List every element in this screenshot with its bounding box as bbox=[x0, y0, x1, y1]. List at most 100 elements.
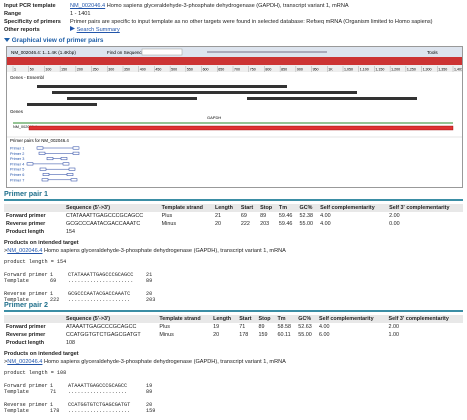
ensembl-feature bbox=[167, 85, 287, 88]
primer-label: Primer 1 bbox=[10, 147, 24, 151]
target-accession[interactable]: NM_002046.4 bbox=[7, 359, 43, 365]
summary-label: Range bbox=[4, 11, 22, 17]
zoom-slider bbox=[207, 51, 327, 53]
alignment-line: Template 178.................... 159 bbox=[4, 408, 463, 415]
alignment-field: Template bbox=[4, 408, 29, 415]
summary-label: Specificity of primers bbox=[4, 19, 61, 25]
pair-title: Primer pair 2 bbox=[4, 300, 463, 312]
alignment-field: .................... bbox=[68, 408, 131, 415]
ruler-label: 1,350 bbox=[438, 68, 447, 72]
cell: 178 bbox=[239, 332, 249, 338]
gene-name: GAPDH bbox=[207, 115, 221, 120]
ruler-label: 950 bbox=[313, 68, 319, 72]
alignment-line: Reverse primer 1 CCATGGTGTCTGAGCGATGT 20 bbox=[4, 402, 463, 409]
product-length-row: Product length 108 bbox=[4, 339, 463, 347]
alignment-field: GCGCCCAATACGACCAAATC bbox=[68, 290, 131, 297]
alignment-field: 21 bbox=[146, 271, 153, 278]
forward-primer bbox=[38, 151, 46, 155]
ruler-label: 750 bbox=[250, 68, 256, 72]
link-arrow bbox=[70, 26, 77, 33]
reverse-primer bbox=[62, 162, 70, 166]
ruler-label: 450 bbox=[155, 68, 161, 72]
expand-icon[interactable] bbox=[4, 37, 10, 43]
alignment-field: ATAAATTGAGCCCGCAGCC bbox=[68, 382, 128, 389]
alignment-field: 1 bbox=[50, 401, 54, 408]
cell: 222 bbox=[240, 221, 250, 227]
ruler-label: 900 bbox=[297, 68, 303, 72]
cell: 0.00 bbox=[389, 221, 400, 227]
header-cell: Start bbox=[237, 315, 257, 323]
row-label: Forward primer bbox=[6, 324, 46, 330]
toolbar-tools: Tools bbox=[427, 50, 438, 55]
target-text: Homo sapiens glyceraldehyde-3-phosphate … bbox=[44, 359, 286, 365]
header-cell: Length bbox=[213, 204, 239, 212]
report-link[interactable]: Search Summary bbox=[76, 27, 120, 33]
ruler-label: 600 bbox=[203, 68, 209, 72]
cell: 58.58 bbox=[277, 324, 292, 330]
alignment-field: ..................... bbox=[68, 278, 134, 285]
alignment-field: 89 bbox=[146, 278, 153, 285]
cell: GCGCCCAATACGACCAAATC bbox=[66, 221, 141, 227]
cell: Minus bbox=[159, 332, 174, 338]
header-cell: Self complementarity bbox=[317, 315, 387, 323]
cell: 19 bbox=[213, 324, 220, 330]
ensembl-feature bbox=[37, 85, 197, 88]
summary-text: 1 - 1401 bbox=[70, 11, 91, 17]
forward-primer bbox=[36, 146, 44, 150]
header-cell bbox=[4, 315, 64, 323]
accession-link[interactable]: NM_002046.4 bbox=[70, 3, 106, 9]
primer-label: Primer 3 bbox=[10, 157, 24, 161]
header-cell: Tm bbox=[275, 315, 297, 323]
alignment: product length = 154 Forward primer 1 CTATA… bbox=[4, 259, 463, 304]
header-cell: Self 3' complementarity bbox=[387, 204, 463, 212]
cell: 2.00 bbox=[388, 324, 400, 330]
cell: 55.00 bbox=[298, 332, 312, 338]
target-accession[interactable]: NM_002046.4 bbox=[7, 248, 43, 254]
summary-row: Input PCR template NM_002046.4 Homo sapie… bbox=[4, 2, 464, 10]
ruler-label: 1,050 bbox=[344, 68, 353, 72]
summary-value: Search Summary bbox=[70, 26, 120, 34]
header-cell: Length bbox=[211, 315, 238, 323]
cell: Minus bbox=[161, 221, 177, 227]
cell: ATAAATTGAGCCCGCAGCC bbox=[66, 324, 137, 330]
ruler-label: 300 bbox=[108, 68, 114, 72]
alignment-field: .................... bbox=[68, 297, 131, 304]
cell: 4.00 bbox=[320, 221, 331, 227]
ruler-label: 1,200 bbox=[391, 68, 400, 72]
cell: 59.46 bbox=[278, 213, 293, 219]
alignment: product length = 108 Forward primer 1 ATAAA… bbox=[4, 370, 463, 415]
alignment-line: Reverse primer 1 GCGCCCAATACGACCAAATC 20 bbox=[4, 291, 463, 298]
summary-label: Input PCR template bbox=[4, 3, 56, 9]
alignment-field: Forward primer bbox=[4, 382, 48, 389]
ruler-label: 350 bbox=[124, 68, 130, 72]
alignment-field: 89 bbox=[146, 389, 153, 396]
primer-pair: Primer pair 2 Sequence (5'->3') Template s… bbox=[4, 300, 463, 415]
cell: Plus bbox=[159, 324, 170, 330]
ruler-label: 550 bbox=[187, 68, 193, 72]
reverse-primer bbox=[72, 151, 80, 155]
cell: CCATGGTGTCTGAGCGATGT bbox=[66, 332, 141, 338]
ruler-label: 850 bbox=[281, 68, 287, 72]
cell: 2.00 bbox=[389, 213, 400, 219]
cell: 55.00 bbox=[299, 221, 314, 227]
cell: 71 bbox=[239, 324, 246, 330]
alignment-field: Template bbox=[4, 278, 29, 285]
toolbar-sequence: NM_002046.4: 1..1.4K (1.4Kbp) bbox=[11, 50, 76, 55]
cell: 20 bbox=[215, 221, 221, 227]
header-row: Sequence (5'->3') Template strand Length St… bbox=[4, 315, 463, 323]
summary-row: Other reports Search Summary bbox=[4, 26, 464, 34]
primer-label: Primer 7 bbox=[10, 178, 24, 182]
alignment-line: Forward primer 1 CTATAAATTGAGCCCGCAGCC 21 bbox=[4, 272, 463, 279]
summary-label: Other reports bbox=[4, 27, 40, 33]
ruler-label: 500 bbox=[171, 68, 177, 72]
cell: 89 bbox=[260, 213, 267, 219]
alignment-field: Template bbox=[4, 297, 29, 304]
primer-row: Reverse primer GCGCCCAATACGACCAAATC Minus 2… bbox=[4, 220, 463, 228]
transcript-name: NM_002046.4 bbox=[13, 125, 37, 129]
header-cell: Stop bbox=[258, 204, 277, 212]
fasta-marker: > bbox=[4, 359, 8, 365]
product-length-line: product length = 108 bbox=[4, 370, 67, 376]
alignment-field: 71 bbox=[50, 389, 57, 396]
alignment-field: 1 bbox=[50, 271, 54, 278]
